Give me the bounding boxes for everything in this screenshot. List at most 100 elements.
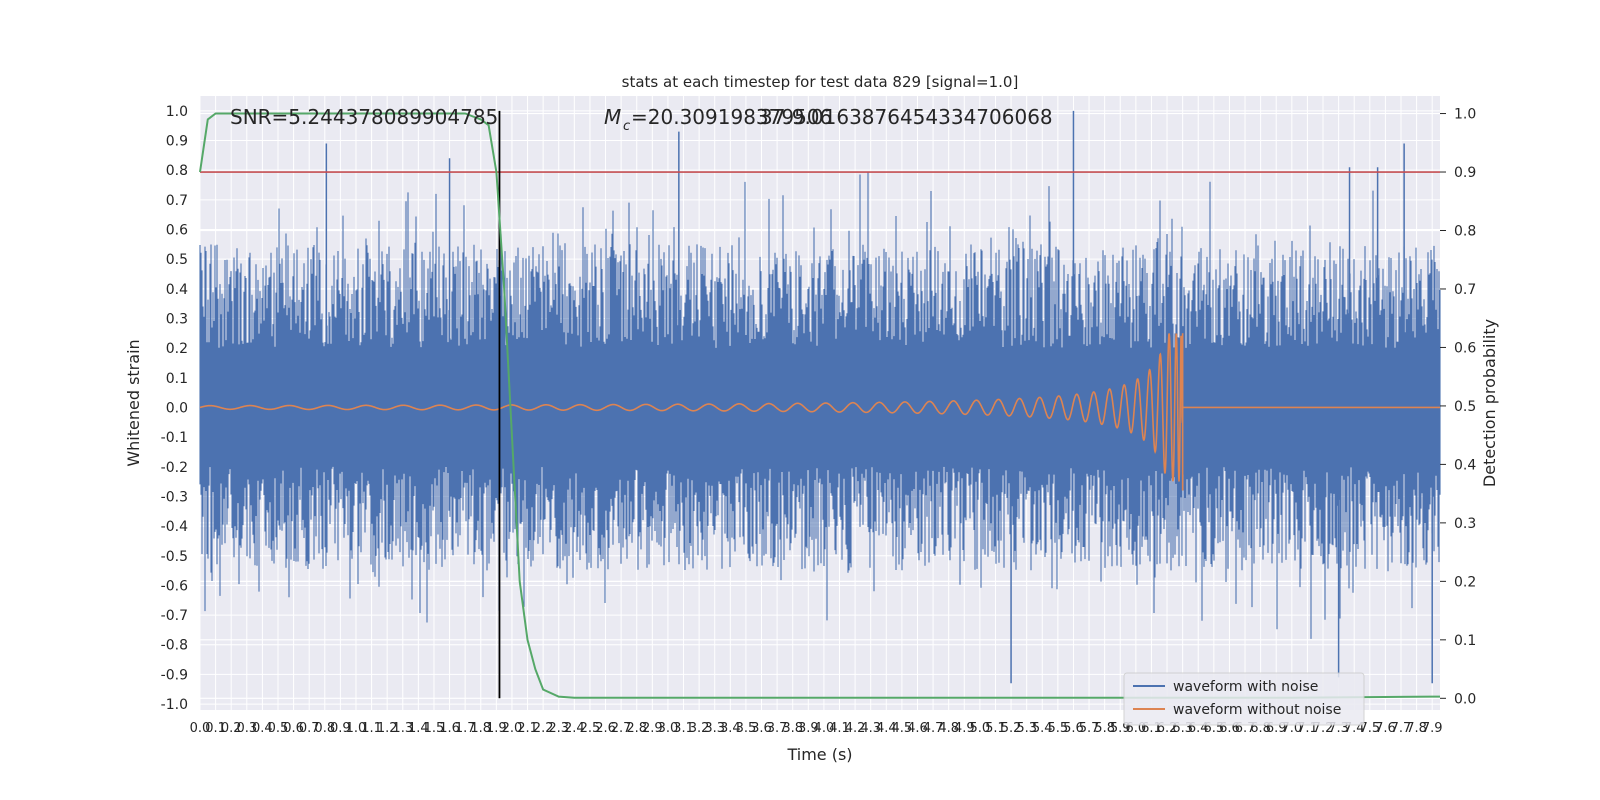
y-tick-label: 0.1 [166,371,188,387]
x-tick-label: 3.4 [720,721,741,736]
x-tick-label: 1.3 [392,721,413,736]
legend-label-chirp: waveform without noise [1173,702,1341,718]
x-tick-label: 0.2 [221,721,242,736]
x-tick-label: 5.8 [1094,721,1115,736]
x-tick-label: 3.1 [673,721,694,736]
y-tick-label: -0.6 [161,578,188,594]
x-tick-label: 2.1 [517,721,538,736]
x-tick-label: 7.9 [1422,721,1443,736]
x-tick-label: 1.8 [470,721,491,736]
y-right-tick-label: 0.5 [1454,399,1476,415]
y-tick-label: -0.3 [161,489,188,505]
x-tick-label: 1.1 [361,721,382,736]
x-tick-label: 0.3 [236,721,257,736]
x-tick-label: 1.5 [424,721,445,736]
x-tick-label: 7.6 [1375,721,1396,736]
y-tick-label: 0.2 [166,341,188,357]
ticks: 0.00.10.20.30.40.50.60.70.80.91.01.11.21… [161,104,1477,736]
x-tick-label: 3.7 [767,721,788,736]
x-tick-label: 2.9 [642,721,663,736]
x-tick-label: 0.1 [205,721,226,736]
x-tick-label: 4.3 [860,721,881,736]
mc-symbol: M [604,105,621,129]
x-tick-label: 0.9 [330,721,351,736]
y-tick-label: -0.1 [161,430,188,446]
y-right-tick-label: 0.3 [1454,516,1476,532]
y-tick-label: -0.4 [161,519,188,535]
chirp-mass-annotation: M c =20.309198379506 [604,105,832,134]
x-tick-label: 3.5 [736,721,757,736]
x-tick-label: 5.5 [1048,721,1069,736]
x-tick-label: 4.6 [907,721,928,736]
x-tick-label: 1.0 [346,721,367,736]
y-right-tick-label: 0.0 [1454,691,1476,707]
y-right-tick-label: 0.1 [1454,633,1476,649]
x-tick-label: 2.5 [580,721,601,736]
x-tick-label: 3.9 [798,721,819,736]
x-tick-label: 0.6 [283,721,304,736]
x-tick-label: 2.4 [564,721,585,736]
x-tick-label: 2.2 [533,721,554,736]
x-tick-label: 5.2 [1001,721,1022,736]
probability-line [199,112,1440,699]
x-tick-label: 7.5 [1359,721,1380,736]
x-tick-label: 2.6 [595,721,616,736]
y-right-tick-label: 0.8 [1454,223,1476,239]
y-tick-label: 0.9 [166,133,188,149]
y-tick-label: 0.4 [166,282,188,298]
y-right-tick-label: 0.7 [1454,282,1476,298]
legend-label-noise: waveform with noise [1173,679,1318,695]
legend: waveform with noise waveform without noi… [1123,672,1365,726]
x-tick-label: 5.1 [985,721,1006,736]
y-tick-label: 0.6 [166,222,188,238]
x-tick-label: 2.7 [611,721,632,736]
y-axis-label-right: Detection probability [1480,319,1499,487]
x-tick-label: 4.8 [938,721,959,736]
snr-annotation: SNR=5.244378089904785 [230,105,498,129]
y-tick-label: -0.8 [161,638,188,654]
y-right-tick-label: 0.4 [1454,457,1476,473]
x-tick-label: 3.3 [704,721,725,736]
x-tick-label: 0.4 [252,721,273,736]
chirp-trace [199,333,1440,491]
y-right-tick-label: 0.6 [1454,340,1476,356]
y-tick-label: 0.3 [166,311,188,327]
x-tick-label: 1.4 [408,721,429,736]
x-tick-label: 2.8 [626,721,647,736]
x-tick-label: 1.9 [486,721,507,736]
y-tick-label: -0.2 [161,460,188,476]
x-tick-label: 5.6 [1063,721,1084,736]
legend-box [1123,672,1365,726]
y-tick-label: 1.0 [166,104,188,120]
x-tick-label: 3.2 [689,721,710,736]
x-tick-label: 1.2 [377,721,398,736]
y-tick-label: 0.0 [166,400,188,416]
x-tick-label: 0.8 [314,721,335,736]
y-tick-label: 0.7 [166,193,188,209]
y-tick-label: -0.9 [161,667,188,683]
chart-title: stats at each timestep for test data 829… [622,73,1019,91]
x-tick-label: 4.7 [923,721,944,736]
x-tick-label: 4.9 [954,721,975,736]
x-tick-label: 2.0 [502,721,523,736]
x-tick-label: 4.2 [845,721,866,736]
y-tick-label: 0.8 [166,163,188,179]
y-right-tick-label: 1.0 [1454,107,1476,123]
x-tick-label: 4.1 [829,721,850,736]
x-tick-label: 7.7 [1391,721,1412,736]
noise-trace [199,171,1441,639]
overlap-annotation: 37.9.0163876454334706068 [760,105,1053,129]
x-tick-label: 5.3 [1016,721,1037,736]
y-tick-label: -0.5 [161,549,188,565]
x-tick-label: 0.5 [268,721,289,736]
x-tick-label: 4.4 [876,721,897,736]
x-tick-label: 3.6 [751,721,772,736]
y-tick-label: 0.5 [166,252,188,268]
x-tick-label: 3.8 [782,721,803,736]
x-tick-label: 0.7 [299,721,320,736]
x-tick-label: 7.8 [1406,721,1427,736]
x-tick-label: 5.0 [970,721,991,736]
x-axis-label: Time (s) [786,745,852,764]
series-detection-probability [199,110,1440,699]
y-right-tick-label: 0.9 [1454,165,1476,181]
